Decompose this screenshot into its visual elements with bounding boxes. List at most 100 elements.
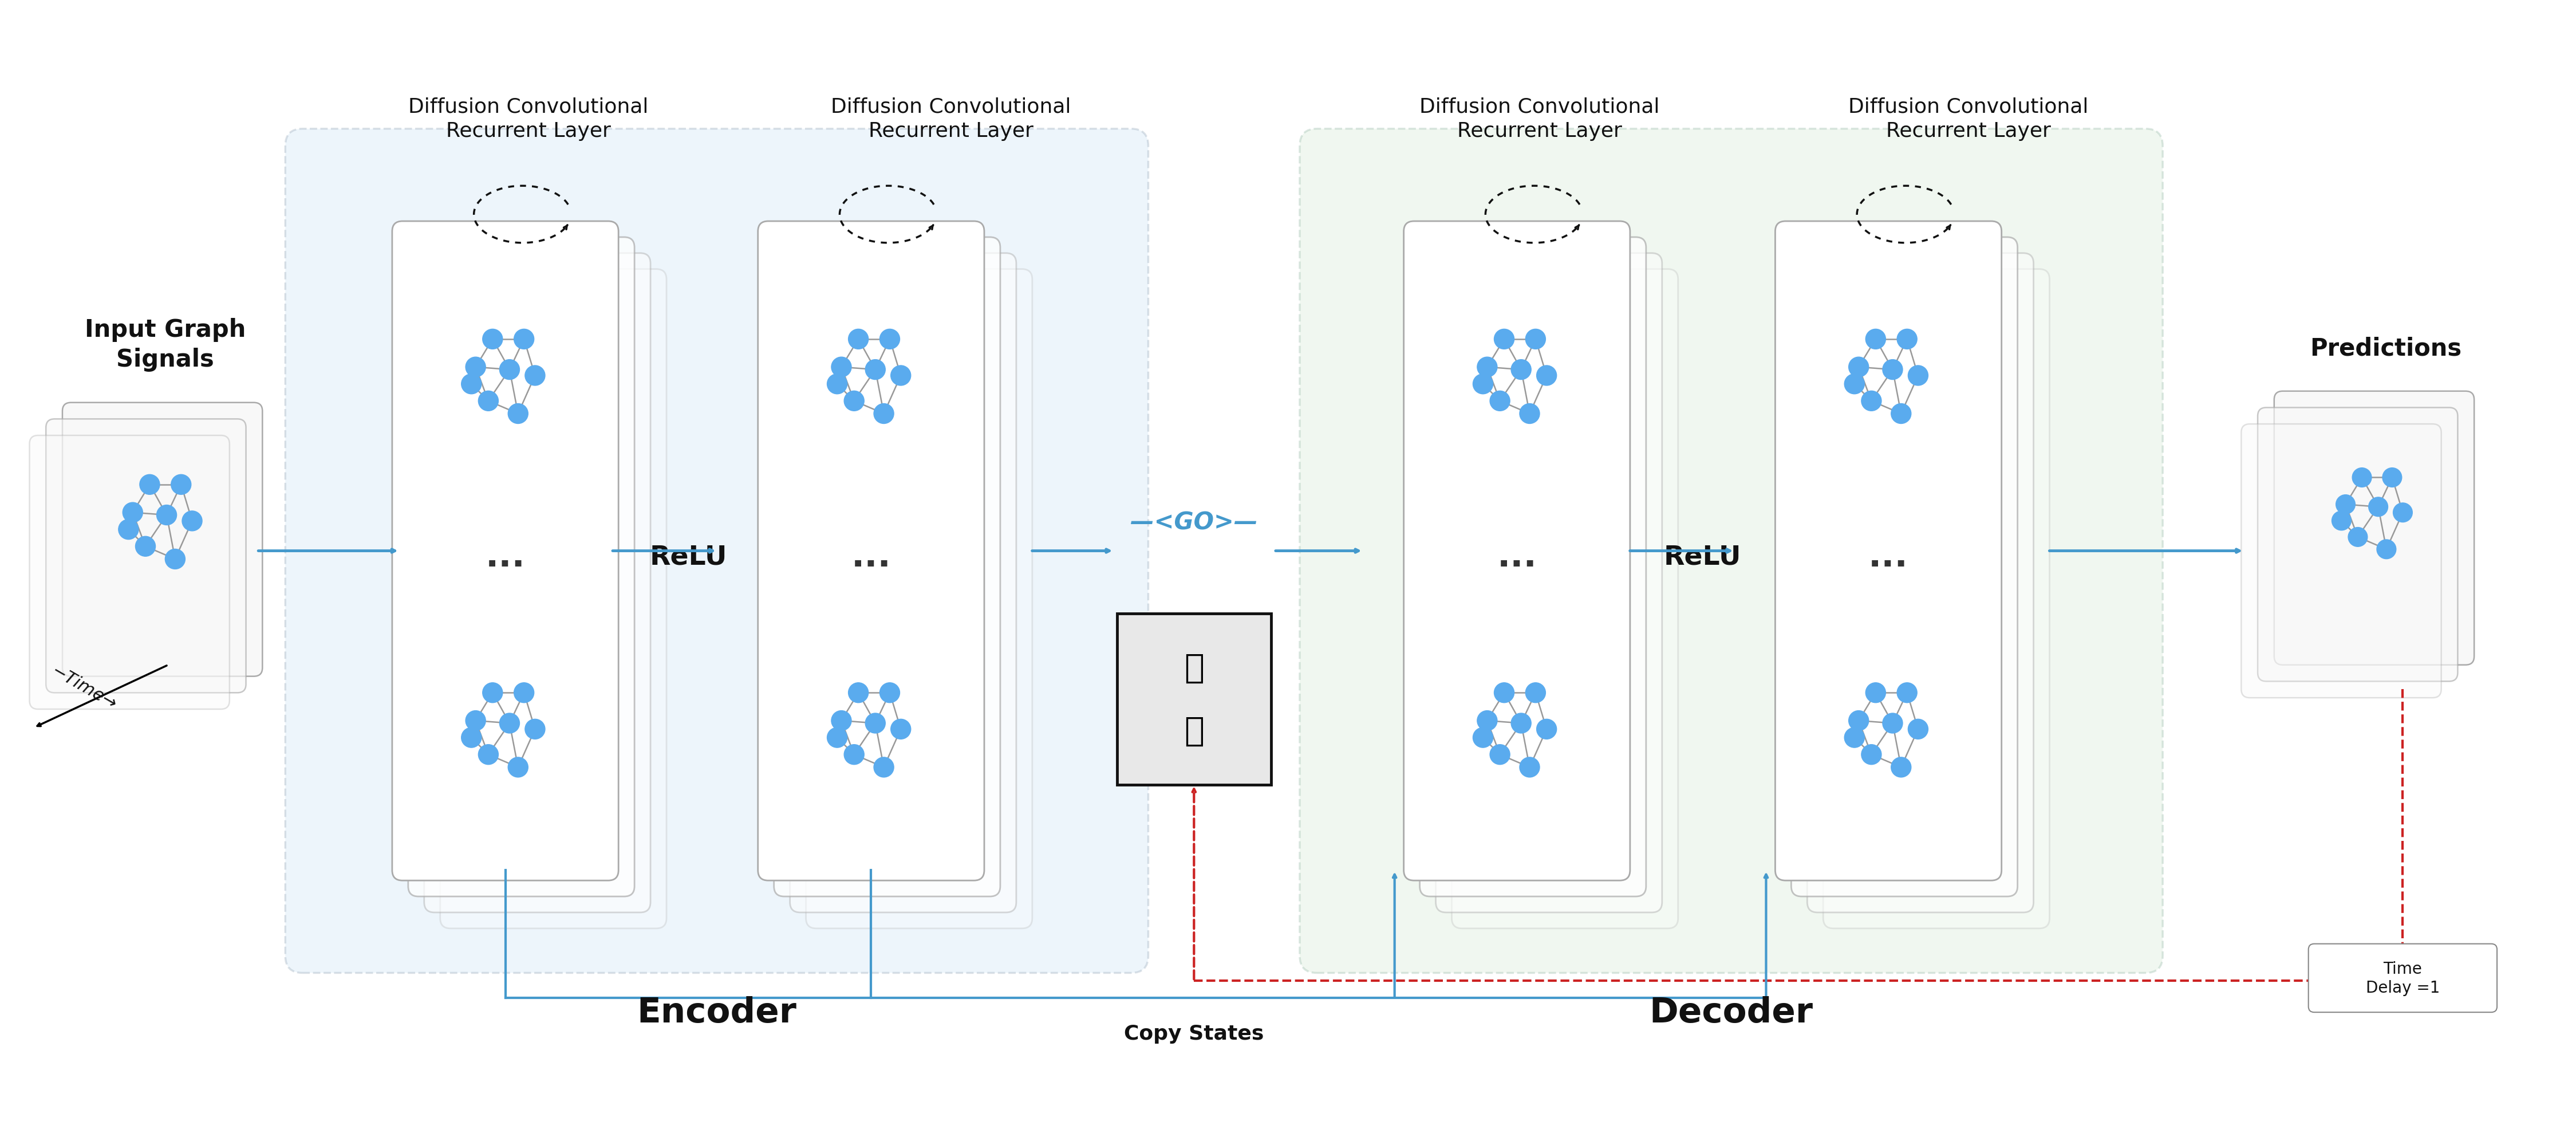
Text: ...: ...	[1868, 540, 1909, 574]
Circle shape	[526, 366, 546, 386]
Circle shape	[1891, 757, 1911, 777]
Text: ...: ...	[484, 540, 526, 574]
Circle shape	[1525, 330, 1546, 350]
Circle shape	[2378, 540, 2396, 559]
Circle shape	[1473, 375, 1494, 394]
FancyBboxPatch shape	[1824, 270, 2050, 928]
FancyBboxPatch shape	[46, 420, 245, 693]
Circle shape	[881, 683, 899, 703]
Text: Time
Delay =1: Time Delay =1	[2365, 961, 2439, 996]
Circle shape	[832, 711, 853, 731]
Text: Diffusion Convolutional
Recurrent Layer: Diffusion Convolutional Recurrent Layer	[407, 97, 649, 141]
Circle shape	[2336, 495, 2354, 514]
Circle shape	[891, 719, 912, 739]
Circle shape	[1494, 683, 1515, 703]
FancyBboxPatch shape	[791, 253, 1018, 912]
Circle shape	[170, 475, 191, 495]
Circle shape	[848, 330, 868, 350]
FancyBboxPatch shape	[773, 237, 999, 897]
Circle shape	[1476, 358, 1497, 377]
Circle shape	[866, 713, 886, 734]
FancyBboxPatch shape	[440, 270, 667, 928]
Text: ...: ...	[1497, 540, 1538, 574]
Text: Diffusion Convolutional
Recurrent Layer: Diffusion Convolutional Recurrent Layer	[1419, 97, 1659, 141]
Circle shape	[1494, 330, 1515, 350]
Circle shape	[482, 683, 502, 703]
Circle shape	[2393, 503, 2411, 522]
Circle shape	[845, 391, 863, 412]
Text: Copy States: Copy States	[1123, 1024, 1265, 1043]
FancyBboxPatch shape	[806, 270, 1033, 928]
Circle shape	[832, 358, 853, 377]
Circle shape	[183, 511, 201, 531]
Text: Diffusion Convolutional
Recurrent Layer: Diffusion Convolutional Recurrent Layer	[832, 97, 1072, 141]
FancyBboxPatch shape	[1808, 253, 2032, 912]
Text: Predictions: Predictions	[2311, 336, 2463, 360]
Text: ReLU: ReLU	[1664, 543, 1741, 569]
Circle shape	[165, 549, 185, 569]
Text: 👍: 👍	[1185, 714, 1203, 747]
Text: Diffusion Convolutional
Recurrent Layer: Diffusion Convolutional Recurrent Layer	[1850, 97, 2089, 141]
Circle shape	[482, 330, 502, 350]
Circle shape	[479, 745, 497, 765]
FancyBboxPatch shape	[62, 403, 263, 676]
Circle shape	[1535, 719, 1556, 739]
FancyBboxPatch shape	[1435, 253, 1662, 912]
FancyBboxPatch shape	[407, 237, 634, 897]
Circle shape	[461, 375, 482, 394]
Circle shape	[1862, 745, 1880, 765]
Circle shape	[1862, 391, 1880, 412]
Circle shape	[526, 719, 546, 739]
Circle shape	[507, 404, 528, 424]
Circle shape	[873, 404, 894, 424]
Circle shape	[1476, 711, 1497, 731]
FancyBboxPatch shape	[2308, 944, 2496, 1012]
Circle shape	[507, 757, 528, 777]
Circle shape	[1844, 728, 1865, 748]
FancyBboxPatch shape	[1419, 237, 1646, 897]
Circle shape	[124, 503, 142, 523]
Circle shape	[2383, 468, 2401, 487]
Text: —<GO>—: —<GO>—	[1131, 511, 1257, 534]
Circle shape	[891, 366, 912, 386]
Circle shape	[1844, 375, 1865, 394]
Circle shape	[2367, 497, 2388, 516]
Circle shape	[1883, 360, 1904, 380]
Circle shape	[466, 711, 487, 731]
Circle shape	[1489, 391, 1510, 412]
Circle shape	[866, 360, 886, 380]
Circle shape	[1525, 683, 1546, 703]
Text: Encoder: Encoder	[636, 996, 796, 1029]
Text: ReLU: ReLU	[649, 543, 726, 569]
FancyBboxPatch shape	[28, 435, 229, 710]
FancyBboxPatch shape	[2257, 408, 2458, 682]
Circle shape	[515, 683, 533, 703]
Circle shape	[139, 475, 160, 495]
Circle shape	[1865, 683, 1886, 703]
FancyBboxPatch shape	[1790, 237, 2017, 897]
FancyBboxPatch shape	[1301, 129, 2164, 973]
Text: −Time→: −Time→	[49, 663, 118, 713]
Circle shape	[515, 330, 533, 350]
Circle shape	[1535, 366, 1556, 386]
Circle shape	[1909, 719, 1927, 739]
Circle shape	[500, 713, 520, 734]
FancyBboxPatch shape	[1775, 222, 2002, 881]
Circle shape	[1512, 360, 1530, 380]
Circle shape	[1850, 358, 1868, 377]
Text: Input Graph
Signals: Input Graph Signals	[85, 317, 245, 371]
Circle shape	[466, 358, 487, 377]
Text: ...: ...	[850, 540, 891, 574]
Circle shape	[1891, 404, 1911, 424]
Circle shape	[2352, 468, 2372, 487]
Circle shape	[827, 375, 848, 394]
Circle shape	[1896, 330, 1917, 350]
FancyBboxPatch shape	[1453, 270, 1677, 928]
Circle shape	[1473, 728, 1494, 748]
FancyBboxPatch shape	[2241, 424, 2442, 698]
Circle shape	[845, 745, 863, 765]
FancyBboxPatch shape	[757, 222, 984, 881]
Circle shape	[157, 505, 178, 525]
Circle shape	[881, 330, 899, 350]
Circle shape	[1850, 711, 1868, 731]
